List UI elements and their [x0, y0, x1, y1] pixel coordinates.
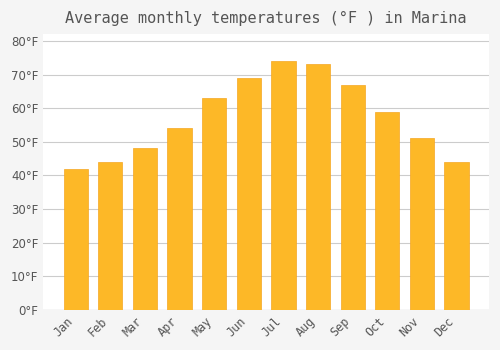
- Bar: [64, 169, 88, 310]
- Bar: [98, 162, 122, 310]
- Bar: [168, 128, 192, 310]
- Bar: [236, 78, 261, 310]
- Bar: [306, 64, 330, 310]
- Bar: [272, 61, 295, 310]
- Bar: [340, 85, 365, 310]
- Bar: [410, 138, 434, 310]
- Bar: [375, 112, 400, 310]
- Bar: [202, 98, 226, 310]
- Title: Average monthly temperatures (°F ) in Marina: Average monthly temperatures (°F ) in Ma…: [66, 11, 467, 26]
- Bar: [444, 162, 468, 310]
- Bar: [133, 148, 157, 310]
